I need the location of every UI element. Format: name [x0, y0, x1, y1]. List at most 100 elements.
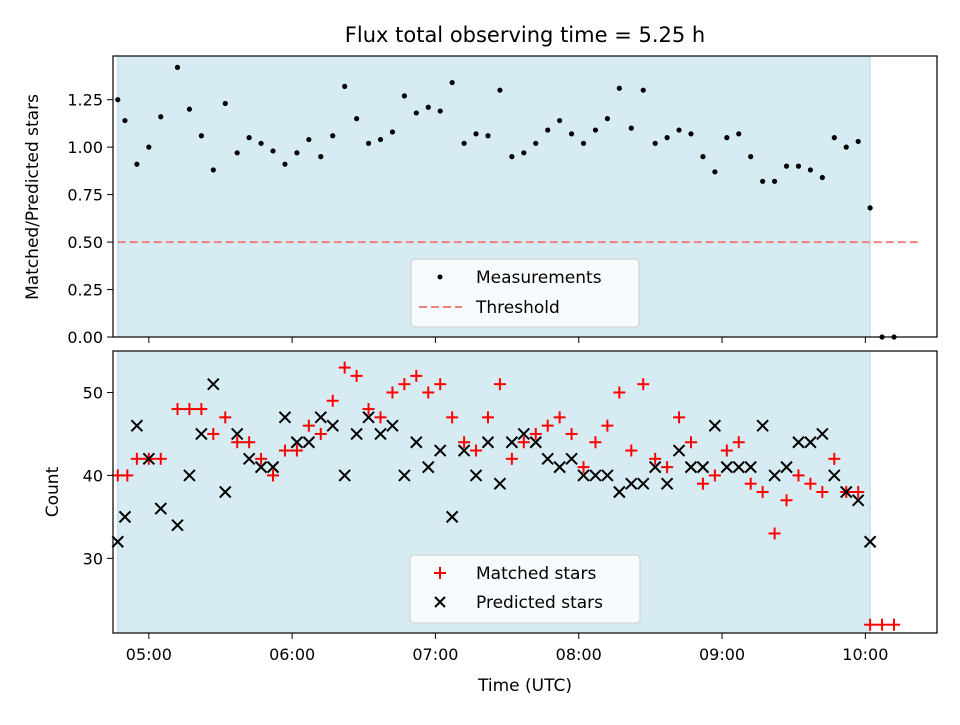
matched-star-point [720, 444, 733, 457]
predicted-star-point [398, 469, 411, 482]
predicted-star-point-b [130, 419, 144, 432]
predicted-star-point-b [142, 452, 156, 466]
predicted-star-point-b [744, 460, 757, 474]
matched-star-point [493, 378, 506, 391]
matched-star-point [661, 461, 674, 474]
matched-star-point [852, 486, 865, 498]
matched-star-point [577, 461, 590, 474]
measurement-point [867, 205, 873, 211]
predicted-star-point-b [362, 411, 375, 424]
predicted-star-point [183, 469, 196, 482]
predicted-star-point [290, 436, 304, 449]
measurement-point [676, 127, 682, 133]
matched-star-point [278, 444, 291, 457]
predicted-star-point-b [589, 469, 602, 482]
measurement-point [282, 161, 288, 167]
predicted-star-point [171, 518, 184, 532]
matched-star-point [255, 452, 268, 465]
predicted-star-point [720, 460, 734, 474]
predicted-star-point-b [242, 452, 256, 466]
predicted-star-point [613, 485, 626, 499]
measurement-point [306, 136, 312, 143]
count-x-tick-label: 10:00 [842, 645, 888, 664]
count-y-ticks: 30 40 50 [83, 383, 113, 568]
measurement-point [437, 108, 443, 114]
count-plot-frame [112, 350, 938, 634]
predicted-star-point [386, 419, 399, 432]
predicted-star-point-b [278, 411, 292, 424]
predicted-star-point [230, 427, 244, 441]
measurement-point [401, 93, 407, 99]
predicted-star-point [792, 436, 805, 449]
measurement-point [115, 97, 121, 103]
predicted-star-point-b [254, 460, 268, 474]
matched-star-point [517, 436, 530, 449]
ratio-y-tick-label: 0.75 [67, 186, 103, 205]
predicted-star-point-b [445, 510, 459, 524]
measurement-point [760, 178, 766, 184]
ratio-plot-frame [112, 55, 938, 338]
matched-star-point [302, 419, 315, 432]
ratio-legend-box [410, 258, 640, 328]
predicted-star-point [684, 460, 698, 474]
measurement-point [736, 131, 742, 137]
ratio-y-tick-label: 0.25 [67, 281, 103, 300]
matched-star-point [207, 427, 220, 440]
predicted-star-point [493, 477, 507, 490]
predicted-star-point-b [851, 494, 865, 507]
predicted-star-point [648, 460, 662, 474]
predicted-star-point-b [768, 469, 781, 482]
predicted-star-point-b [410, 436, 423, 449]
matched-star-point [673, 411, 686, 424]
matched-star-point [613, 386, 626, 399]
predicted-star-point-b [816, 427, 829, 441]
count-y-tick-label: 50 [83, 383, 103, 402]
predicted-star-point [851, 494, 865, 507]
predicted-star-point [768, 469, 781, 482]
measurement-point [461, 140, 467, 146]
count-y-axis-label: Count [43, 466, 63, 517]
matched-star-point [446, 411, 459, 424]
predicted-star-point-b [302, 436, 316, 449]
matched-star-point [792, 469, 805, 482]
predicted-star-point-b [613, 485, 626, 499]
matched-star-point [684, 436, 697, 449]
measurement-point [210, 167, 216, 173]
measurement-point [473, 131, 479, 137]
legend-label-matched: Matched stars [476, 564, 596, 584]
matched-star-point [338, 361, 351, 374]
legend-marker-predicted [434, 596, 446, 608]
measurement-point [354, 116, 360, 122]
predicted-star-point-b [326, 419, 339, 432]
matched-star-point [565, 427, 578, 440]
matched-star-point [529, 427, 542, 440]
predicted-star-point [374, 427, 387, 441]
measurement-point [855, 138, 861, 145]
measurement-point [831, 135, 837, 141]
predicted-star-point-b [648, 460, 662, 474]
predicted-star-point [410, 436, 423, 449]
matched-star-point [130, 452, 143, 465]
matched-star-point [171, 403, 184, 416]
count-y-tick-label: 40 [83, 466, 103, 485]
measurement-point [795, 163, 802, 169]
predicted-star-point-b [565, 452, 578, 466]
ratio-y-tick-label: 1.00 [67, 138, 103, 157]
matched-star-point [326, 394, 339, 407]
measurement-point [174, 64, 181, 70]
matched-star-point [888, 618, 901, 631]
predicted-star-point [118, 510, 132, 524]
matched-star-point [744, 477, 757, 490]
matched-star-point [601, 419, 614, 432]
count-x-tick-label: 07:00 [412, 645, 458, 664]
measurement-point [330, 133, 336, 139]
predicted-star-point-b [732, 460, 745, 474]
predicted-star-point [625, 477, 638, 490]
predicted-star-point [541, 452, 554, 466]
measurement-point [640, 87, 646, 93]
measurement-point [616, 85, 622, 91]
ratio-y-tick-label: 0.00 [67, 328, 103, 347]
measurement-point [664, 135, 670, 141]
matched-star-point [804, 477, 817, 490]
